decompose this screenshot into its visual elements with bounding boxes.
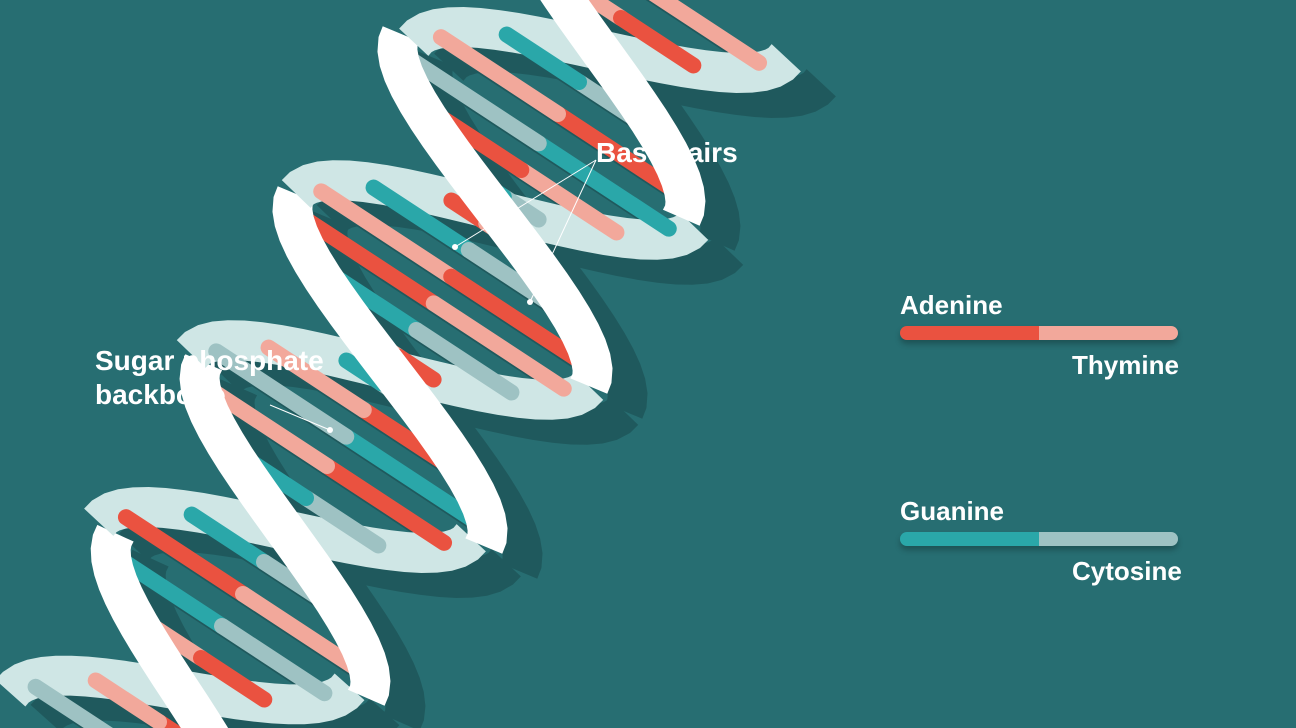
legend-adenine-swatch (900, 326, 1039, 340)
legend-bar-at (900, 326, 1178, 340)
legend-thymine-label: Thymine (1072, 350, 1179, 381)
legend-bar-gc (900, 532, 1178, 546)
legend-thymine-swatch (1039, 326, 1178, 340)
legend-guanine-swatch (900, 532, 1039, 546)
legend-guanine-label: Guanine (900, 496, 1004, 527)
legend-cytosine-swatch (1039, 532, 1178, 546)
legend-adenine-label: Adenine (900, 290, 1003, 321)
label-base-pairs: Base pairs (596, 136, 738, 170)
legend-cytosine-label: Cytosine (1072, 556, 1182, 587)
label-backbone: Sugar phosphate backbone (95, 344, 324, 411)
